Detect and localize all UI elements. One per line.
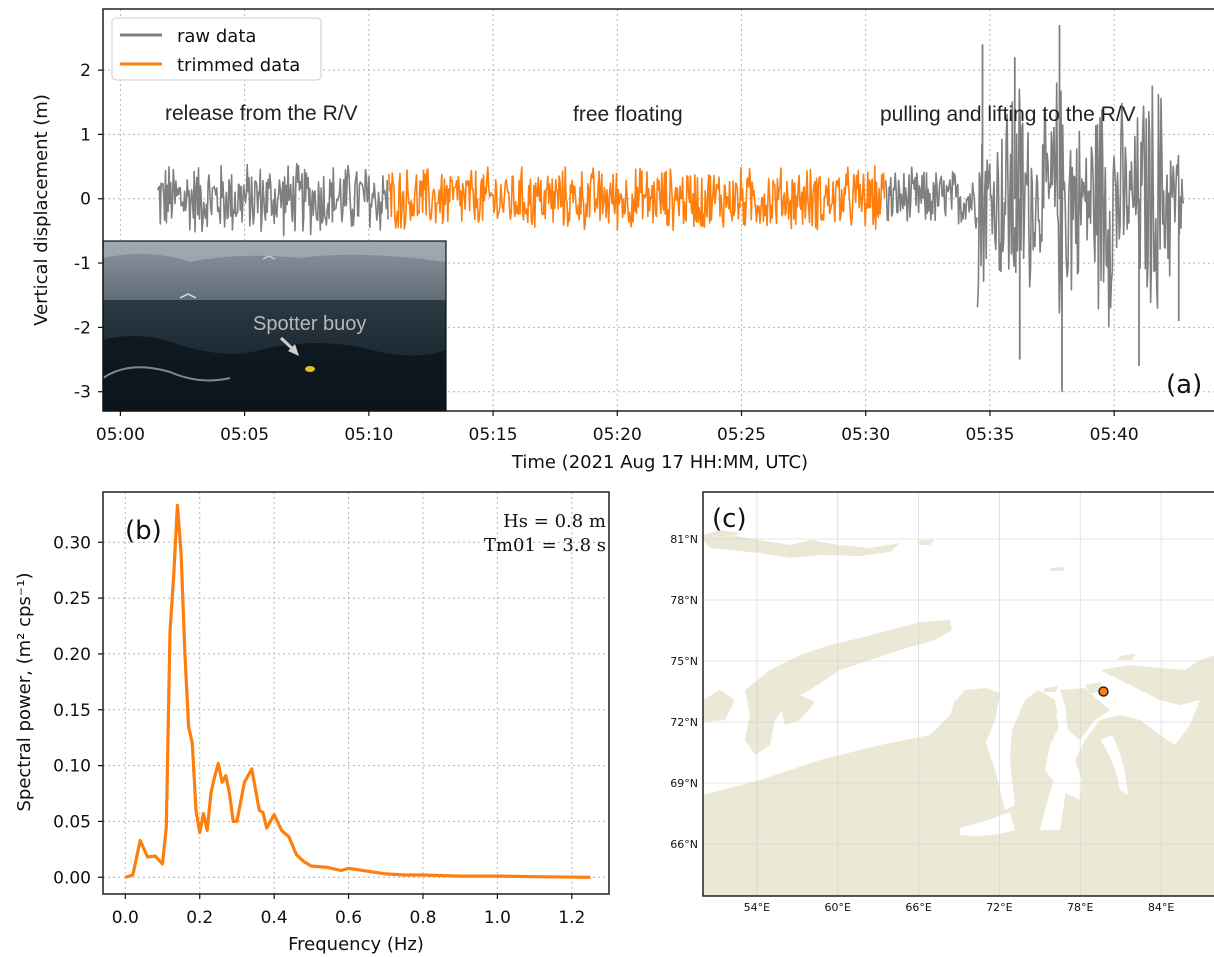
annotation-free-floating: free floating: [573, 103, 683, 126]
raw-data-line: [976, 82, 1185, 327]
lat-tick-label: 75°N: [670, 655, 698, 668]
panel-b: 0.0 0.2 0.4 0.6 0.8 1.0 1.2 0.30 0.25 0.20 0.15 0.1…: [14, 491, 610, 955]
x-tick-label: 0.8: [409, 908, 436, 928]
panel-label-b: (b): [125, 516, 162, 546]
panel-label-c: (c): [712, 504, 747, 534]
x-tick-label: 05:30: [841, 425, 890, 445]
x-tick-label: 05:20: [593, 425, 642, 445]
buoy-location-marker: [1098, 686, 1109, 697]
axes-a-frame: [102, 8, 1214, 412]
inset-label: Spotter buoy: [253, 313, 366, 335]
x-tick-label: 05:35: [965, 425, 1014, 445]
y-tick-label: 0.15: [53, 701, 91, 721]
x-axis-label-a: Time (2021 Aug 17 HH:MM, UTC): [511, 452, 808, 473]
stat-tm01: Tm01 = 3.8 s: [484, 535, 606, 556]
y-tick-label: -1: [74, 254, 91, 274]
x-tick-label: 05:15: [469, 425, 518, 445]
y-tick-label: -2: [74, 318, 91, 338]
map-land: [703, 530, 1214, 896]
lon-tick-label: 60°E: [825, 901, 851, 914]
panel-c: 81°N 78°N 75°N 72°N 69°N 66°N 54°E 60°E 66°E 72°E…: [670, 491, 1214, 914]
raw-data-line: [156, 162, 389, 237]
lon-tick-label: 84°E: [1148, 901, 1174, 914]
lat-tick-label: 69°N: [670, 777, 698, 790]
y-tick-label: 0: [80, 190, 91, 210]
panel-label-a: (a): [1166, 370, 1202, 400]
y-axis-label-a: Vertical displacement (m): [31, 94, 52, 326]
x-tick-label: 05:00: [96, 425, 145, 445]
annotation-pulling: pulling and lifting to the R/V: [880, 103, 1136, 126]
y-tick-label: 0.05: [53, 812, 91, 832]
y-tick-label: 0.30: [53, 533, 91, 553]
raw-data-line: [884, 166, 978, 229]
x-tick-label: 05:10: [344, 425, 393, 445]
y-tick-label: 0.00: [53, 868, 91, 888]
axes-c-frame: [702, 491, 1214, 897]
lat-tick-label: 78°N: [670, 594, 698, 607]
x-tick-label: 0.6: [335, 908, 362, 928]
legend-raw: raw data: [177, 26, 256, 47]
x-tick-label: 05:25: [717, 425, 766, 445]
x-tick-label: 05:40: [1090, 425, 1139, 445]
trimmed-data-line: [387, 165, 886, 232]
legend: raw data trimmed data: [111, 17, 322, 81]
y-tick-label: 1: [80, 125, 91, 145]
lat-tick-label: 81°N: [670, 533, 698, 546]
spectrum-line: [124, 503, 591, 879]
y-tick-label: 0.10: [53, 757, 91, 777]
y-tick-label: -3: [74, 383, 91, 403]
lon-tick-label: 72°E: [986, 901, 1012, 914]
buoy-icon: [305, 366, 315, 372]
y-axis-label-b: Spectral power, (m² cps⁻¹): [14, 572, 35, 811]
x-tick-label: 0.2: [186, 908, 213, 928]
lat-tick-label: 66°N: [670, 838, 698, 851]
legend-trimmed: trimmed data: [177, 55, 300, 76]
lon-tick-label: 78°E: [1067, 901, 1093, 914]
lat-tick-label: 72°N: [670, 716, 698, 729]
axes-b-frame: [102, 491, 610, 895]
y-tick-label: 0.20: [53, 645, 91, 665]
y-tick-label: 0.25: [53, 589, 91, 609]
x-tick-label: 0.4: [261, 908, 288, 928]
x-tick-label: 1.0: [484, 908, 511, 928]
x-axis-label-b: Frequency (Hz): [288, 934, 424, 955]
y-tick-label: 2: [80, 61, 91, 81]
lon-tick-label: 54°E: [744, 901, 770, 914]
x-tick-label: 0.0: [112, 908, 139, 928]
annotation-release: release from the R/V: [165, 102, 358, 125]
x-tick-label: 05:05: [220, 425, 269, 445]
inset-photo: Spotter buoy: [102, 240, 447, 412]
panel-a: Spotter buoy 05:00 05:05 05:10 05:15 05:20 05…: [31, 8, 1214, 473]
stat-hs: Hs = 0.8 m: [503, 511, 606, 532]
lon-tick-label: 66°E: [905, 901, 931, 914]
x-tick-label: 1.2: [558, 908, 585, 928]
